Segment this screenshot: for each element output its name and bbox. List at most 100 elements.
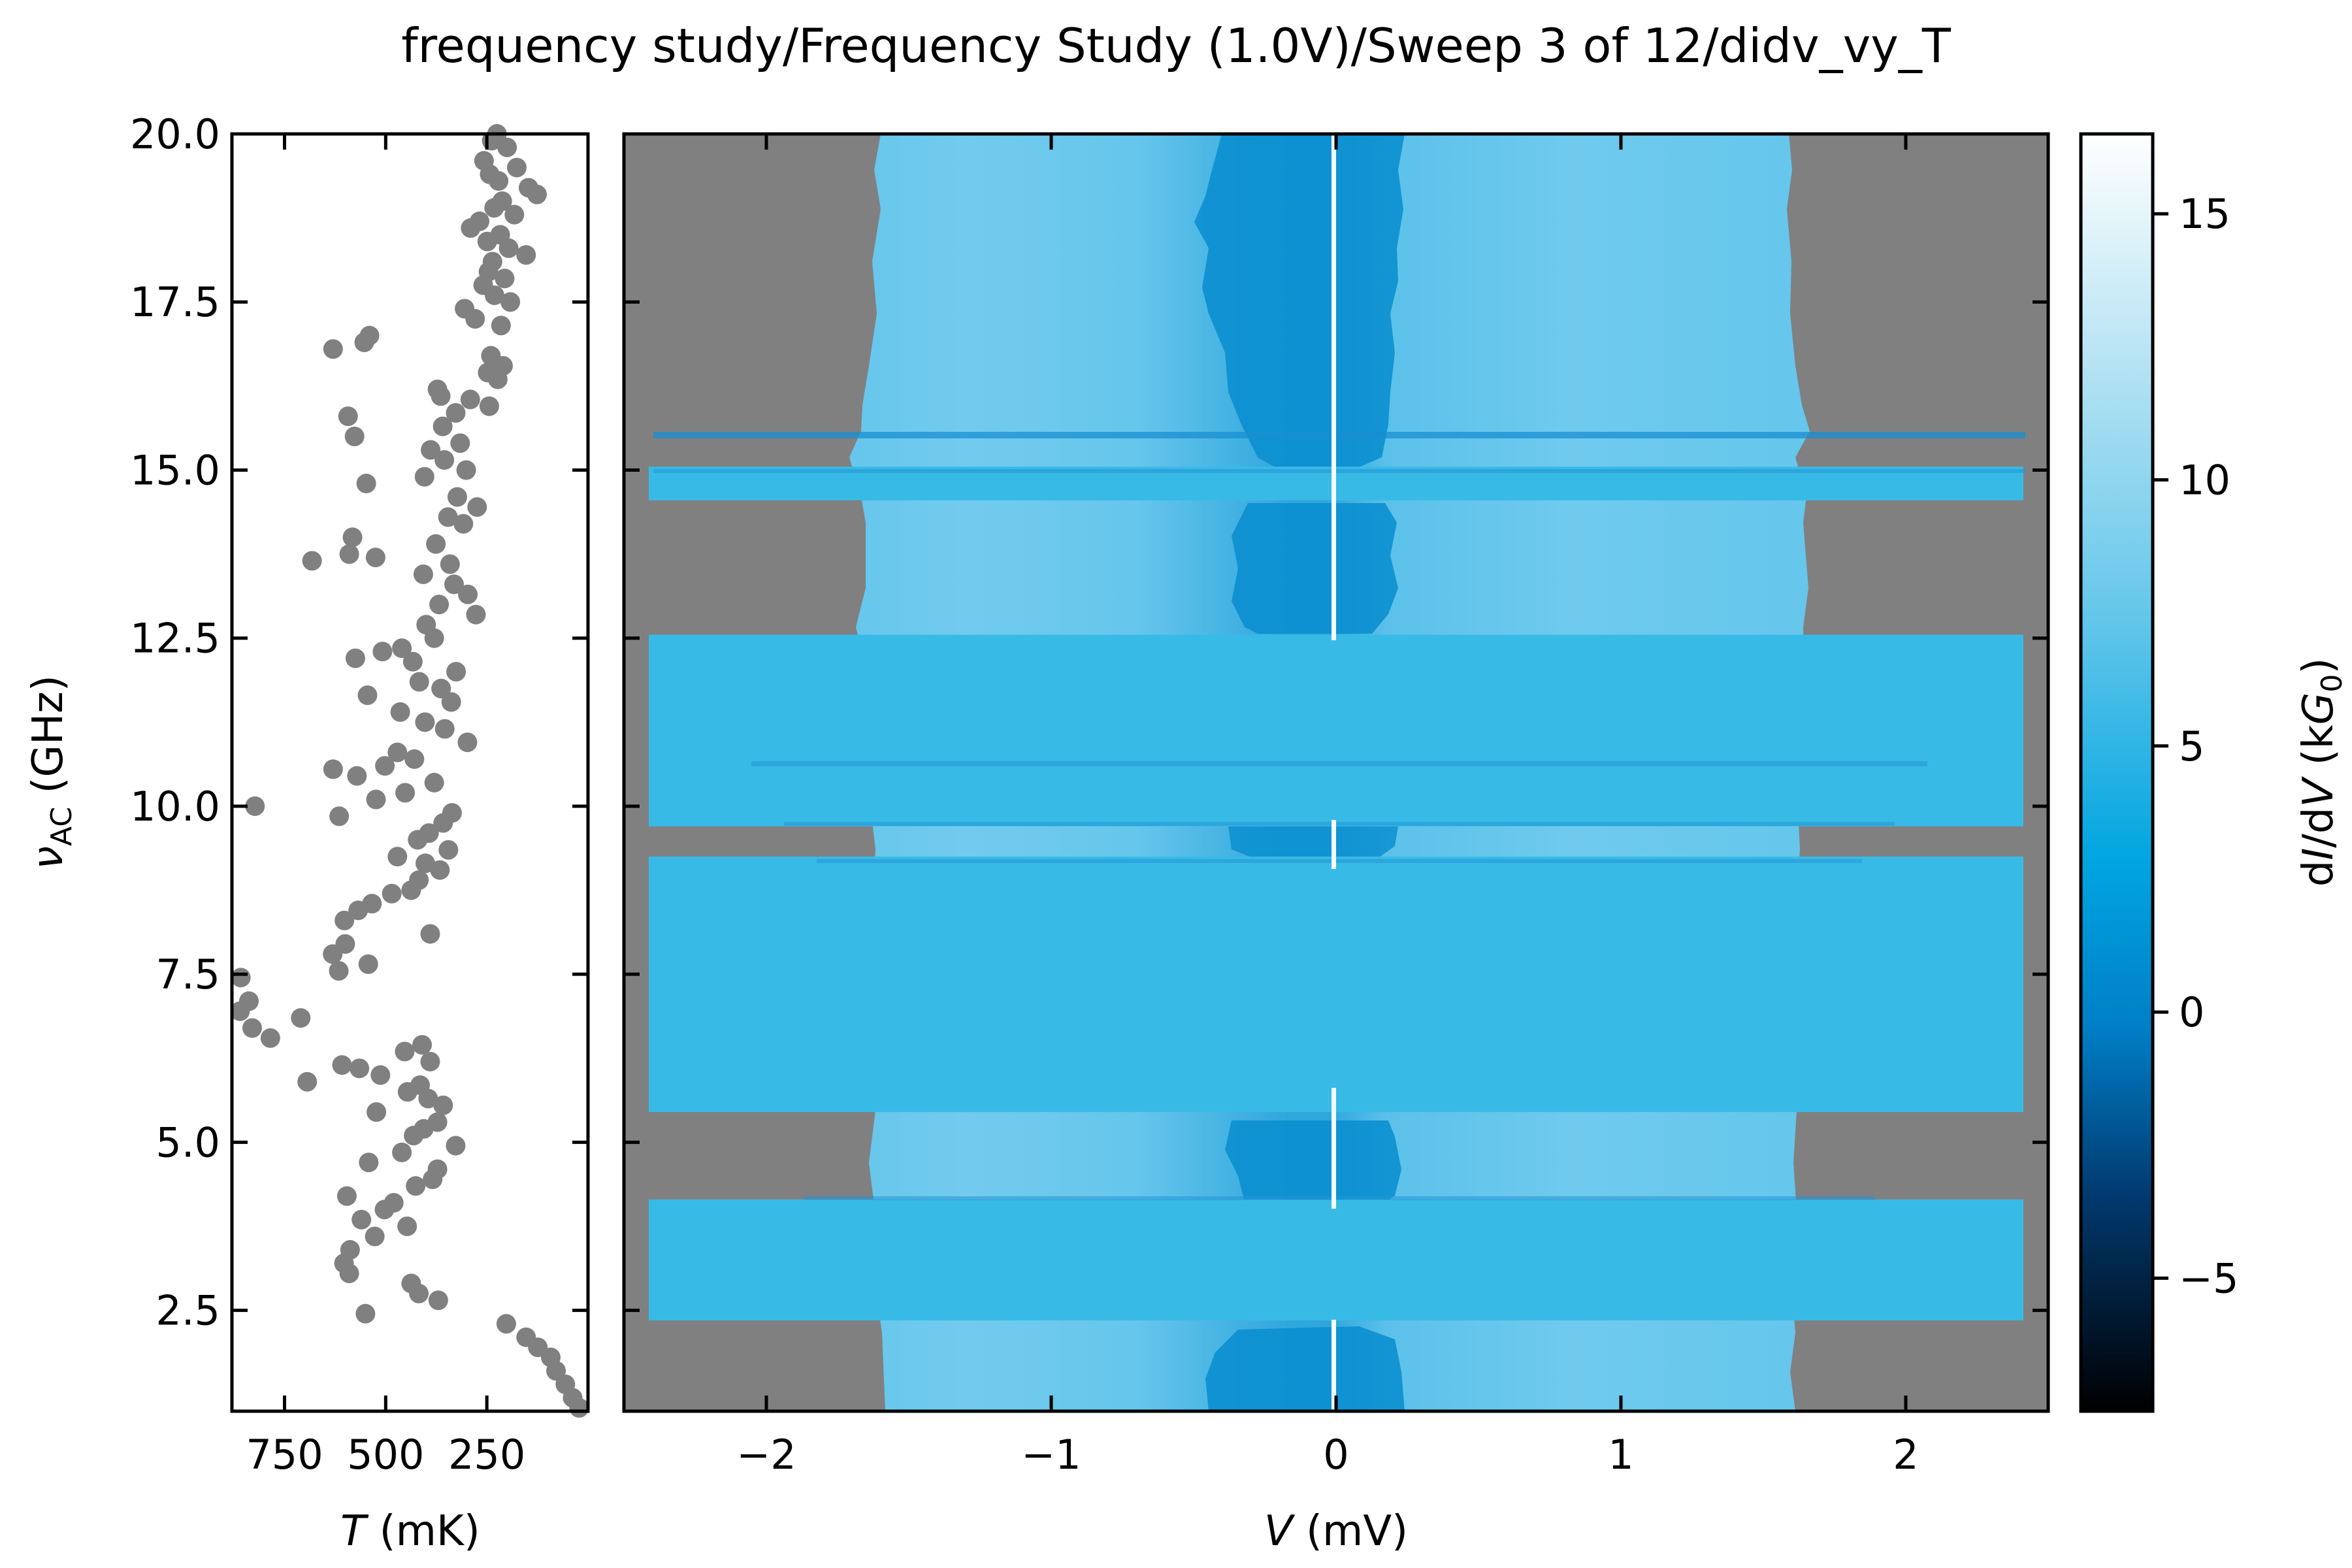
- temperature-point: [291, 1008, 311, 1028]
- conductance-map-panel: −2 −1 0 1 2 V (mV): [622, 132, 2050, 1556]
- temperature-point: [329, 961, 349, 981]
- streak-line: [784, 822, 1895, 826]
- zero-bias-dip-bottom: [1205, 1326, 1405, 1411]
- temperature-point: [392, 638, 412, 659]
- temperature-point: [428, 1290, 448, 1311]
- temperature-point: [401, 880, 421, 900]
- voltage-tick-label: −1: [1021, 1431, 1081, 1478]
- temperature-point: [332, 1055, 352, 1075]
- temperature-tick-label: 250: [448, 1431, 525, 1478]
- temperature-point: [242, 1018, 262, 1038]
- temperature-points: [230, 124, 589, 1418]
- streak-line: [751, 761, 1927, 766]
- temperature-axis-label: T (mK): [340, 1507, 480, 1556]
- temperature-point: [344, 427, 365, 447]
- temperature-point: [420, 1051, 440, 1071]
- zero-bias-dip-mid: [1232, 503, 1398, 634]
- heatmap-image: [624, 134, 2048, 1411]
- zero-bias-peak-line: [1331, 1320, 1336, 1411]
- frequency-tick-label: 17.5: [130, 278, 220, 326]
- frequency-tick-label: 20.0: [130, 110, 220, 158]
- voltage-tick-label: −2: [736, 1431, 796, 1478]
- temperature-tick-label: 500: [347, 1431, 424, 1478]
- temperature-point: [392, 1142, 412, 1162]
- zero-bias-peak-line: [1331, 820, 1336, 869]
- temperature-point: [260, 1028, 280, 1048]
- temperature-point: [404, 749, 425, 769]
- temperature-point: [487, 369, 508, 389]
- temperature-point: [444, 574, 465, 595]
- temperature-point: [397, 1217, 417, 1237]
- temperature-point: [457, 732, 478, 753]
- temperature-point: [465, 308, 485, 329]
- uniform-band: [649, 1199, 2023, 1321]
- streak-line: [653, 432, 2025, 438]
- temperature-point: [447, 487, 467, 507]
- temperature-point: [387, 742, 408, 762]
- temperature-point: [418, 1088, 438, 1109]
- temperature-point: [390, 702, 410, 722]
- temperature-point: [375, 756, 395, 776]
- zero-bias-dip-lower: [1225, 1120, 1401, 1215]
- temperature-point: [347, 766, 367, 786]
- temperature-point: [507, 157, 527, 178]
- temperature-point: [421, 440, 441, 460]
- temperature-point: [433, 1095, 453, 1115]
- colorbar-label: dI/dV (kG0): [2295, 658, 2349, 887]
- temperature-point: [430, 860, 450, 880]
- temperature-point: [423, 1169, 443, 1190]
- temperature-point: [409, 672, 429, 692]
- temperature-point: [382, 883, 402, 904]
- temperature-point: [351, 1209, 372, 1230]
- temperature-point: [484, 285, 504, 305]
- temperature-point: [395, 783, 416, 803]
- voltage-tick-label: 2: [1893, 1431, 1918, 1478]
- temperature-point: [461, 218, 481, 238]
- temperature-point: [374, 1200, 395, 1220]
- temperature-point: [434, 719, 455, 739]
- temperature-point: [489, 171, 509, 191]
- frequency-axis-label: νAC (GHz): [24, 675, 78, 869]
- temperature-point: [395, 1041, 415, 1062]
- uniform-band: [649, 634, 2023, 826]
- temperature-point: [434, 450, 455, 470]
- temperature-point: [302, 551, 322, 571]
- zero-bias-peak-line: [1331, 134, 1336, 640]
- frequency-tick-label: 7.5: [155, 951, 220, 998]
- colorbar-ticks: −5 0 5 10 15: [2153, 190, 2238, 1302]
- temperature-point: [357, 685, 378, 706]
- temperature-point: [495, 269, 515, 289]
- colorbar-tick-label: −5: [2179, 1254, 2238, 1302]
- temperature-point: [414, 466, 434, 487]
- temperature-point: [440, 554, 460, 574]
- streak-line: [653, 469, 2025, 473]
- temperature-point: [342, 527, 363, 547]
- colorbar-gradient: [2081, 134, 2153, 1411]
- temperature-point: [438, 840, 459, 860]
- temperature-point: [338, 406, 358, 427]
- temperature-point: [412, 1035, 433, 1055]
- temperature-point: [370, 1065, 391, 1085]
- zero-bias-dip-upper: [1194, 134, 1405, 470]
- temperature-point: [433, 813, 453, 833]
- temperature-point: [500, 292, 521, 312]
- streak-line: [817, 859, 1862, 863]
- frequency-tick-label: 10.0: [130, 783, 220, 830]
- voltage-axis-ticks: −2 −1 0 1 2: [736, 134, 1919, 1478]
- temperature-point: [339, 1264, 359, 1284]
- temperature-point: [416, 853, 436, 874]
- temperature-point: [329, 806, 350, 826]
- temperature-point: [424, 628, 444, 648]
- temperature-point: [397, 1082, 417, 1102]
- colorbar-frame: [2079, 132, 2155, 1413]
- frequency-tick-label: 2.5: [155, 1287, 220, 1335]
- heatmap-y-ticks: [624, 132, 2048, 1313]
- temperature-point: [348, 900, 368, 921]
- temperature-point: [350, 1058, 370, 1079]
- temperature-point: [467, 497, 487, 517]
- temperature-point: [339, 544, 359, 564]
- temperature-point: [456, 460, 476, 480]
- temperature-point: [402, 651, 423, 672]
- temperature-point: [358, 954, 378, 974]
- temperature-point: [323, 339, 343, 359]
